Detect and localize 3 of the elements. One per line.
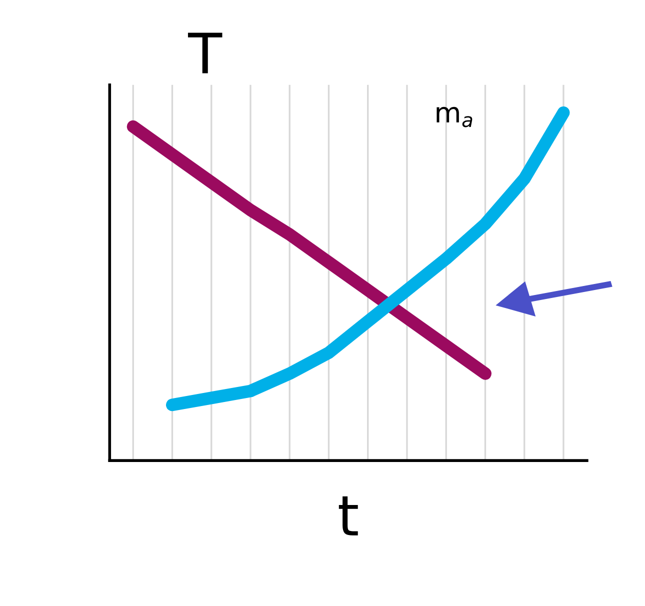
annotation: m$_{a}$ (436, 106, 472, 128)
y-axis-title: T (188, 32, 222, 74)
x-axis-title: t (338, 496, 358, 536)
